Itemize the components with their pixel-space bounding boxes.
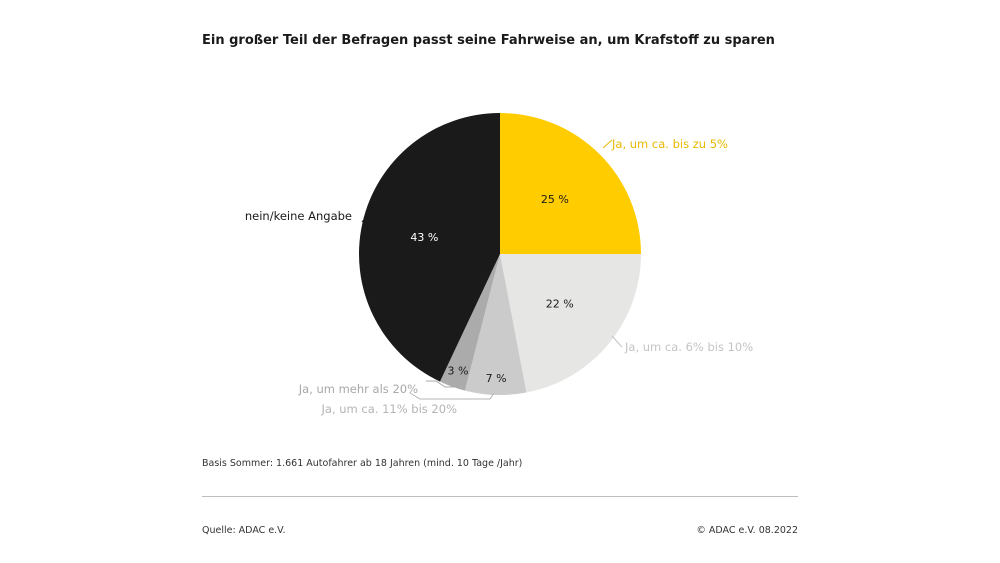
footer-divider [202,496,798,497]
slice-category-label: Ja, um ca. bis zu 5% [611,137,728,151]
basis-note: Basis Sommer: 1.661 Autofahrer ab 18 Jah… [202,458,523,469]
leader-line [602,139,613,149]
leader-line [611,335,623,348]
leader-line [426,380,454,388]
slice-category-label: nein/keine Angabe [245,209,352,223]
leader-line [361,212,370,223]
pie-slice [464,254,527,395]
source-note: Quelle: ADAC e.V. [202,525,286,536]
slice-value-label: 22 % [546,297,574,310]
pie-slice [500,254,641,393]
leader-line [409,392,495,400]
pie-slice [439,254,500,391]
slice-category-label: Ja, um ca. 11% bis 20% [321,402,458,416]
chart-title: Ein großer Teil der Befragen passt seine… [202,33,775,48]
pie-slice [500,113,641,254]
slice-value-label: 25 % [541,193,569,206]
pie-slice [358,113,500,382]
slice-value-label: 3 % [447,365,468,378]
copyright-note: © ADAC e.V. 08.2022 [696,525,798,536]
slice-value-label: 43 % [410,231,438,244]
slice-category-label: Ja, um ca. 6% bis 10% [624,340,753,354]
slice-category-label: Ja, um mehr als 20% [298,382,418,396]
slice-value-label: 7 % [486,372,507,385]
